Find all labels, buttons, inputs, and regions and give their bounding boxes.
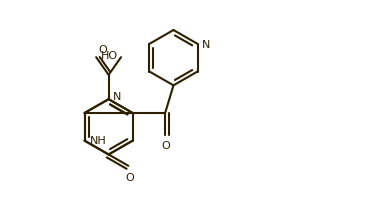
Text: NH: NH [89, 136, 106, 146]
Text: HO: HO [101, 51, 118, 61]
Text: N: N [112, 92, 121, 102]
Text: N: N [201, 40, 210, 50]
Text: O: O [98, 45, 107, 55]
Text: O: O [125, 173, 134, 183]
Text: O: O [162, 141, 171, 151]
